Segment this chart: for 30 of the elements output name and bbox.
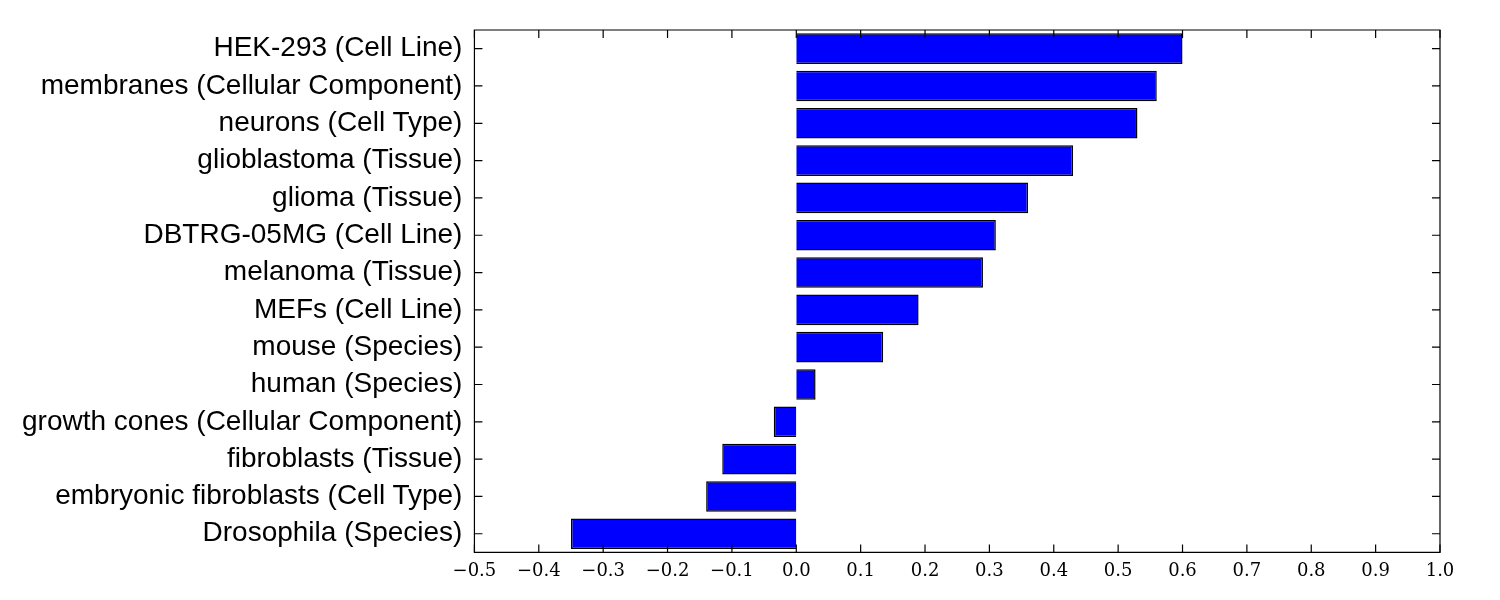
- x-tick-label: −0.5: [452, 558, 497, 580]
- x-tick-label: 0.1: [846, 558, 875, 580]
- x-tick-label: 0.3: [975, 558, 1004, 580]
- y-tick-label: embryonic fibroblasts (Cell Type): [55, 479, 463, 511]
- x-tick-label: 0.6: [1168, 558, 1197, 580]
- y-tick-label: Drosophila (Species): [202, 516, 463, 548]
- y-tick-label: mouse (Species): [252, 329, 463, 361]
- x-tick-label: 0.9: [1361, 558, 1390, 580]
- x-tick-label: −0.4: [516, 558, 561, 580]
- y-tick-label: DBTRG-05MG (Cell Line): [143, 217, 463, 249]
- y-tick-label: fibroblasts (Tissue): [226, 441, 463, 473]
- x-tick-label: −0.2: [645, 558, 690, 580]
- y-tick-label: growth cones (Cellular Component): [21, 404, 463, 436]
- x-tick-label: 1.0: [1425, 558, 1455, 580]
- x-tick-label: 0.8: [1296, 558, 1326, 580]
- y-tick-label: HEK-293 (Cell Line): [213, 31, 463, 63]
- x-tick-label: 0.4: [1039, 558, 1069, 580]
- y-tick-label: glioma (Tissue): [272, 180, 463, 212]
- x-tick-label: 0.2: [910, 558, 940, 580]
- y-tick-label: human (Species): [250, 367, 463, 399]
- y-tick-label: melanoma (Tissue): [223, 255, 463, 287]
- y-tick-label: neurons (Cell Type): [218, 106, 463, 137]
- x-tick-label: −0.3: [581, 558, 626, 580]
- y-tick-label: MEFs (Cell Line): [253, 292, 463, 324]
- x-tick-label: 0.0: [781, 558, 811, 580]
- y-tick-label: membranes (Cellular Component): [40, 68, 463, 100]
- x-tick-label: 0.5: [1103, 558, 1133, 580]
- x-tick-label: 0.7: [1232, 558, 1262, 580]
- y-tick-label: glioblastoma (Tissue): [197, 143, 463, 175]
- x-tick-label: −0.1: [710, 558, 754, 580]
